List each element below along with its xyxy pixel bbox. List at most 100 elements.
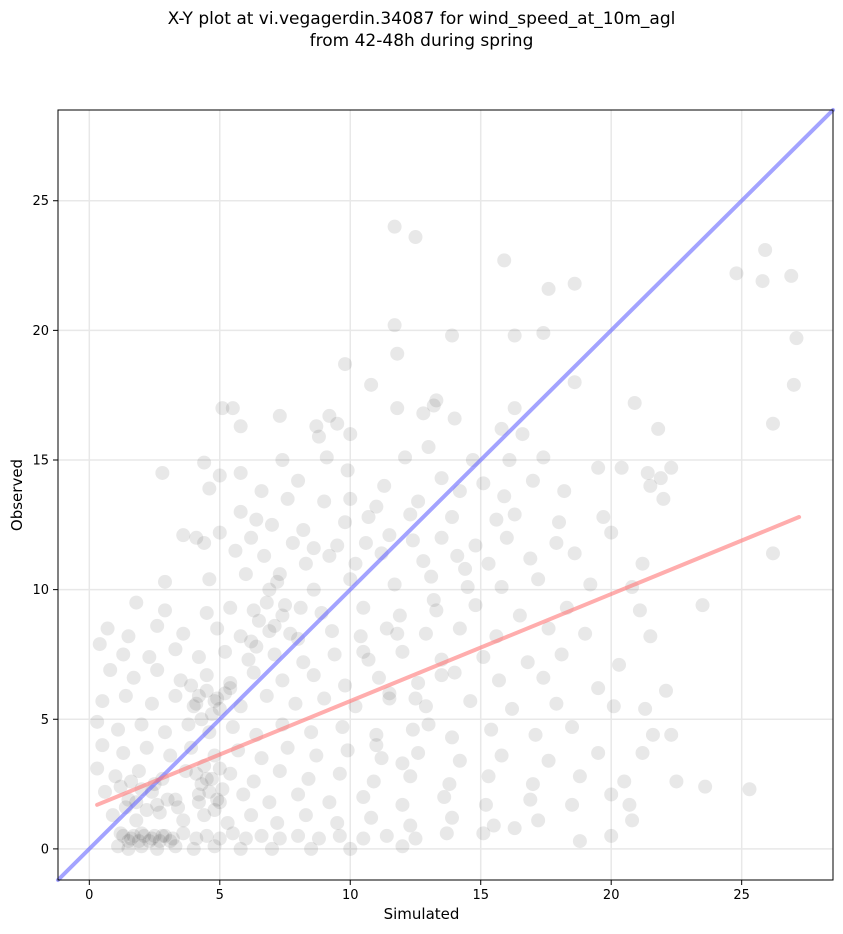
data-point bbox=[157, 574, 172, 589]
data-point bbox=[494, 421, 509, 436]
data-point bbox=[126, 828, 141, 843]
data-point bbox=[606, 699, 621, 714]
data-point bbox=[257, 548, 272, 563]
y-axis-label: Observed bbox=[8, 423, 26, 531]
data-point bbox=[552, 515, 567, 530]
data-point bbox=[212, 701, 227, 716]
data-point bbox=[408, 691, 423, 706]
data-point bbox=[197, 535, 212, 550]
data-point bbox=[658, 683, 673, 698]
data-point bbox=[176, 528, 191, 543]
data-point bbox=[168, 839, 183, 854]
data-point bbox=[168, 792, 183, 807]
data-point bbox=[405, 533, 420, 548]
data-point bbox=[186, 841, 201, 856]
data-point bbox=[653, 471, 668, 486]
data-point bbox=[426, 593, 441, 607]
data-point bbox=[567, 546, 582, 561]
data-point bbox=[403, 769, 418, 784]
data-point bbox=[301, 771, 316, 786]
data-point bbox=[197, 808, 212, 823]
data-point bbox=[228, 543, 243, 558]
data-point bbox=[390, 401, 405, 416]
data-point bbox=[150, 797, 165, 812]
data-point bbox=[275, 608, 290, 623]
data-point bbox=[499, 530, 514, 545]
data-point bbox=[97, 784, 112, 799]
data-point bbox=[197, 455, 212, 470]
data-point bbox=[309, 748, 324, 763]
data-point bbox=[408, 831, 423, 846]
data-point bbox=[199, 683, 214, 698]
x-tick-label: 15 bbox=[472, 888, 489, 903]
data-point bbox=[210, 691, 225, 706]
y-tick-label: 20 bbox=[32, 324, 49, 339]
data-point bbox=[129, 813, 144, 828]
data-point bbox=[309, 419, 324, 434]
data-point bbox=[291, 828, 306, 843]
data-point bbox=[356, 831, 371, 846]
data-point bbox=[411, 494, 426, 509]
data-point bbox=[332, 766, 347, 781]
data-point bbox=[591, 681, 606, 696]
data-point bbox=[651, 421, 666, 436]
data-point bbox=[218, 644, 233, 659]
data-point bbox=[249, 512, 264, 527]
data-point bbox=[304, 725, 319, 740]
data-point bbox=[478, 797, 493, 812]
data-point bbox=[565, 797, 580, 812]
data-point bbox=[476, 650, 491, 665]
data-point bbox=[356, 644, 371, 659]
data-point bbox=[416, 406, 431, 421]
data-point bbox=[189, 696, 204, 711]
data-point bbox=[90, 714, 105, 729]
data-point bbox=[742, 782, 757, 797]
data-point bbox=[157, 603, 172, 618]
data-point bbox=[494, 580, 509, 595]
data-point bbox=[512, 608, 527, 623]
data-point bbox=[246, 665, 261, 680]
data-point bbox=[126, 670, 141, 685]
data-point bbox=[304, 841, 319, 856]
data-point bbox=[262, 624, 277, 639]
data-point bbox=[583, 577, 598, 592]
data-point bbox=[246, 603, 261, 618]
data-point bbox=[450, 548, 465, 563]
data-point bbox=[445, 328, 460, 343]
data-point bbox=[272, 408, 287, 423]
data-point bbox=[421, 717, 436, 732]
data-point bbox=[150, 841, 165, 856]
data-point bbox=[330, 538, 345, 553]
data-point bbox=[176, 626, 191, 641]
data-point bbox=[387, 577, 402, 592]
axis-ticks: 0 5 10 15 20 25 0 5 10 15 20 25 bbox=[32, 194, 749, 903]
data-point bbox=[116, 828, 131, 843]
data-point bbox=[515, 427, 530, 442]
data-point bbox=[113, 779, 128, 794]
data-point bbox=[786, 377, 801, 392]
data-point bbox=[278, 598, 293, 613]
data-point bbox=[285, 535, 300, 550]
data-point bbox=[789, 331, 804, 346]
data-point bbox=[369, 727, 384, 742]
data-point bbox=[298, 556, 313, 571]
data-point bbox=[390, 346, 405, 361]
data-point bbox=[95, 738, 110, 753]
data-point bbox=[262, 582, 277, 597]
data-point bbox=[549, 696, 564, 711]
data-point bbox=[338, 678, 353, 693]
data-point bbox=[330, 815, 345, 830]
y-tick-label: 10 bbox=[32, 583, 49, 598]
data-point bbox=[194, 777, 209, 792]
data-point bbox=[486, 818, 501, 833]
data-point bbox=[463, 694, 478, 709]
data-point bbox=[572, 769, 587, 784]
data-point bbox=[447, 665, 462, 680]
data-point bbox=[202, 784, 217, 799]
data-point bbox=[254, 828, 269, 843]
data-point bbox=[124, 831, 139, 846]
data-point bbox=[306, 668, 321, 683]
data-point bbox=[118, 688, 133, 703]
data-point bbox=[452, 621, 467, 636]
